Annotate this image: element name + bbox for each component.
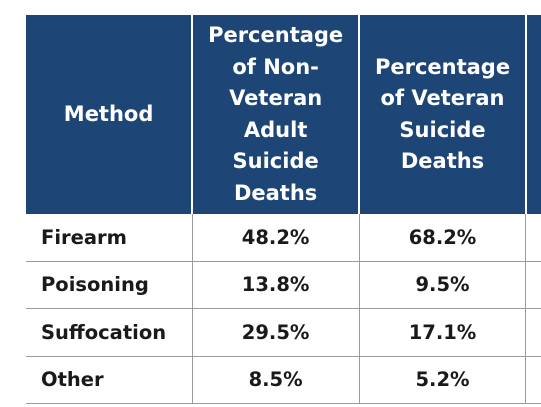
- header-non-veteran-line: Veteran: [229, 86, 323, 110]
- header-non-veteran-line: of Non-: [232, 54, 319, 79]
- header-row: Method Percentage of Non- Veteran Adult …: [26, 15, 541, 214]
- cell-method: Firearm: [26, 214, 193, 262]
- table-header: Method Percentage of Non- Veteran Adult …: [26, 15, 541, 214]
- cell-non-veteran: 8.5%: [192, 356, 360, 404]
- header-non-veteran-line: Suicide: [232, 149, 319, 173]
- table-row: Suffocation 29.5% 17.1%: [26, 308, 541, 357]
- header-method: Method: [26, 15, 194, 214]
- cell-method: Other: [26, 356, 193, 404]
- cell-method: Poisoning: [26, 261, 193, 309]
- header-veteran-line: Percentage: [374, 54, 511, 79]
- header-non-veteran-line: Adult: [243, 117, 308, 142]
- cell-veteran: 5.2%: [359, 356, 527, 404]
- cell-edge: [525, 308, 541, 357]
- cell-non-veteran: 48.2%: [192, 214, 360, 262]
- cell-veteran: 17.1%: [359, 308, 527, 357]
- header-veteran-line: of Veteran: [380, 86, 505, 110]
- header-veteran: Percentage of Veteran Suicide Deaths: [359, 15, 527, 214]
- header-veteran-line: Suicide: [399, 117, 486, 142]
- cell-veteran: 9.5%: [359, 261, 527, 309]
- cell-edge: [525, 356, 541, 404]
- table-body: Firearm 48.2% 68.2% Poisoning 13.8% 9.5%…: [26, 214, 541, 404]
- table-row: Firearm 48.2% 68.2%: [26, 214, 541, 262]
- header-non-veteran-line: Deaths: [233, 180, 318, 205]
- cell-edge: [525, 261, 541, 309]
- header-method-label: Method: [63, 101, 154, 126]
- table-row: Other 8.5% 5.2%: [26, 356, 541, 404]
- header-veteran-line: Deaths: [400, 149, 485, 173]
- header-non-veteran-line: Percentage: [208, 23, 344, 47]
- header-non-veteran: Percentage of Non- Veteran Adult Suicide…: [192, 15, 361, 214]
- cell-non-veteran: 29.5%: [192, 308, 360, 357]
- cell-non-veteran: 13.8%: [192, 261, 360, 309]
- header-edge-column: [525, 15, 541, 214]
- table-row: Poisoning 13.8% 9.5%: [26, 261, 541, 309]
- suicide-method-table: Method Percentage of Non- Veteran Adult …: [26, 15, 541, 404]
- cell-method: Suffocation: [26, 308, 193, 357]
- cell-edge: [525, 214, 541, 262]
- cell-veteran: 68.2%: [359, 214, 527, 262]
